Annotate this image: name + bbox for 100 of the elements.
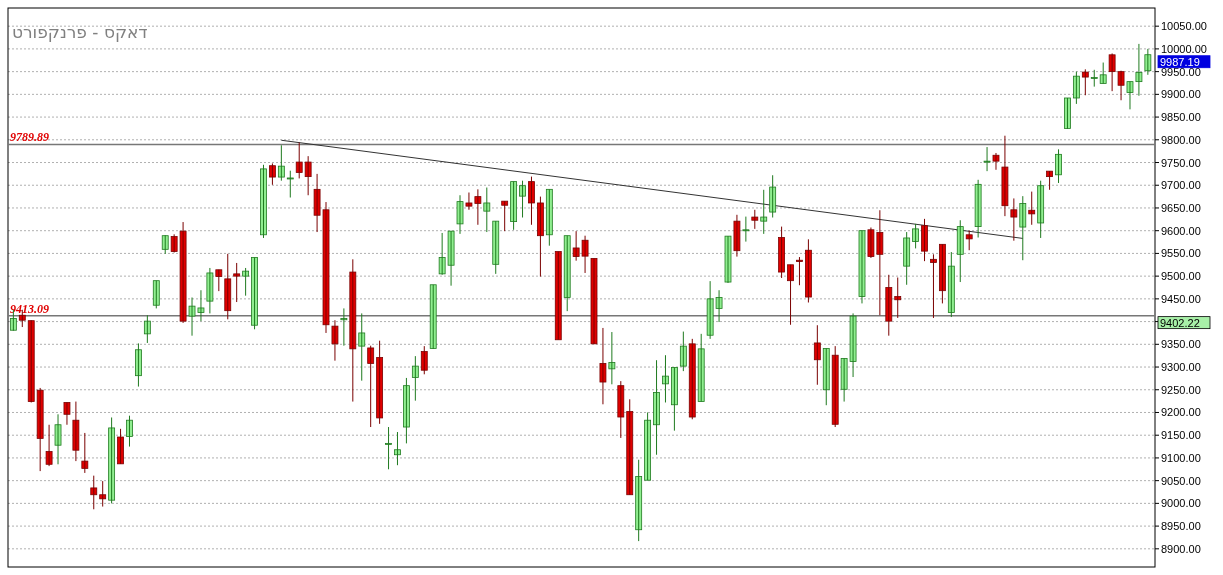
- candlestick: [411, 355, 419, 402]
- candlestick: [331, 319, 339, 362]
- candlestick: [492, 220, 500, 275]
- candlestick: [63, 401, 71, 426]
- candlestick: [135, 342, 142, 388]
- y-tick-label: 10000.00: [1161, 42, 1207, 55]
- candlestick: [769, 174, 777, 219]
- candlestick: [724, 235, 732, 284]
- candlestick: [1090, 69, 1098, 88]
- y-tick-label: 9650.00: [1161, 201, 1201, 214]
- candlestick: [1072, 71, 1080, 105]
- candlestick: [912, 223, 919, 249]
- text: 9987.19: [1160, 55, 1200, 68]
- candlestick: [161, 234, 169, 255]
- candlestick: [983, 146, 991, 172]
- y-tick-label: 9000.00: [1161, 497, 1201, 510]
- candlestick: [778, 226, 785, 279]
- candlestick: [349, 258, 357, 403]
- candlestick: [483, 187, 491, 233]
- y-tick-label: 9900.00: [1161, 88, 1201, 101]
- ref-line-label: 9789.89: [10, 130, 49, 145]
- candlestick: [617, 380, 625, 439]
- candlestick: [501, 200, 509, 232]
- y-tick-label: 9600.00: [1161, 224, 1201, 237]
- y-tick-label: 9450.00: [1161, 292, 1201, 305]
- candlestick: [894, 277, 902, 319]
- candlestick: [608, 331, 616, 385]
- candlestick: [885, 274, 893, 337]
- candlestick: [394, 431, 401, 466]
- candlestick: [742, 216, 750, 243]
- candlestick: [528, 176, 535, 226]
- candlestick: [81, 432, 89, 474]
- candlestick: [99, 480, 107, 508]
- candlestick: [224, 253, 232, 320]
- candlestick: [751, 209, 759, 230]
- candlestick: [537, 196, 544, 278]
- candlestick: [277, 144, 285, 182]
- candlestick: [599, 327, 607, 405]
- candlestick: [930, 253, 937, 319]
- candlestick: [1037, 180, 1045, 239]
- candlestick: [1028, 191, 1036, 226]
- y-tick-label: 9200.00: [1161, 406, 1201, 419]
- candlestick: [662, 354, 669, 403]
- y-tick-label: 9350.00: [1161, 338, 1201, 351]
- candlestick: [1001, 135, 1009, 217]
- candlestick: [367, 345, 375, 428]
- y-tick-label: 8950.00: [1161, 520, 1201, 533]
- candlestick: [152, 280, 160, 309]
- candlestick: [1010, 197, 1018, 242]
- y-tick-label: 9250.00: [1161, 383, 1201, 396]
- y-tick-label: 10050.00: [1161, 20, 1207, 33]
- candlestick: [456, 194, 464, 235]
- candlestick: [206, 267, 214, 314]
- candlestick: [420, 345, 428, 375]
- y-tick-label: 9800.00: [1161, 133, 1201, 146]
- candlestick: [403, 377, 410, 444]
- y-tick-label: 9700.00: [1161, 179, 1201, 192]
- candlestick: [992, 152, 1000, 171]
- candlestick: [1019, 195, 1027, 261]
- candlestick: [965, 230, 973, 251]
- candlestick: [286, 170, 294, 199]
- candlestick: [1099, 62, 1107, 84]
- candlestick: [956, 219, 964, 283]
- ref-line-label: 9413.09: [10, 301, 49, 316]
- y-tick-label: 9850.00: [1161, 111, 1201, 124]
- y-tick-label: 9100.00: [1161, 451, 1201, 464]
- candlestick: [385, 426, 392, 470]
- y-tick-label: 9750.00: [1161, 156, 1201, 169]
- candlestick: [117, 428, 124, 465]
- candlestick: [554, 251, 562, 341]
- candlestick: [760, 189, 768, 235]
- candlestick: [143, 314, 151, 344]
- text: דאקס - פרנקפורט: [12, 22, 148, 42]
- y-tick-label: 9500.00: [1161, 270, 1201, 283]
- y-tick-label: 9950.00: [1161, 65, 1201, 78]
- candlestick: [688, 338, 696, 420]
- candlestick: [45, 424, 53, 467]
- candlestick: [519, 180, 526, 219]
- candlestick: [108, 416, 116, 504]
- y-tick-label: 9550.00: [1161, 247, 1201, 260]
- candlestick: [947, 251, 955, 318]
- y-tick-label: 8900.00: [1161, 542, 1201, 555]
- candlestick: [215, 269, 223, 292]
- candlestick: [90, 475, 98, 510]
- y-tick-label: 9300.00: [1161, 361, 1201, 374]
- candlestick: [358, 312, 366, 382]
- candlestick: [1064, 97, 1071, 130]
- y-tick-label: 9050.00: [1161, 474, 1201, 487]
- candlestick: [921, 218, 928, 262]
- candlestick: [54, 413, 62, 465]
- candlestick: [233, 262, 241, 303]
- candlestick: [903, 231, 911, 286]
- candlestick: [787, 264, 794, 326]
- candlestick: [1081, 68, 1089, 96]
- candlestick: [813, 324, 821, 386]
- candlestick: [269, 162, 276, 186]
- text: 9402.22: [1160, 316, 1200, 329]
- candlestick: [242, 267, 250, 297]
- y-tick-label: 9150.00: [1161, 429, 1201, 442]
- candlestick: [733, 214, 741, 258]
